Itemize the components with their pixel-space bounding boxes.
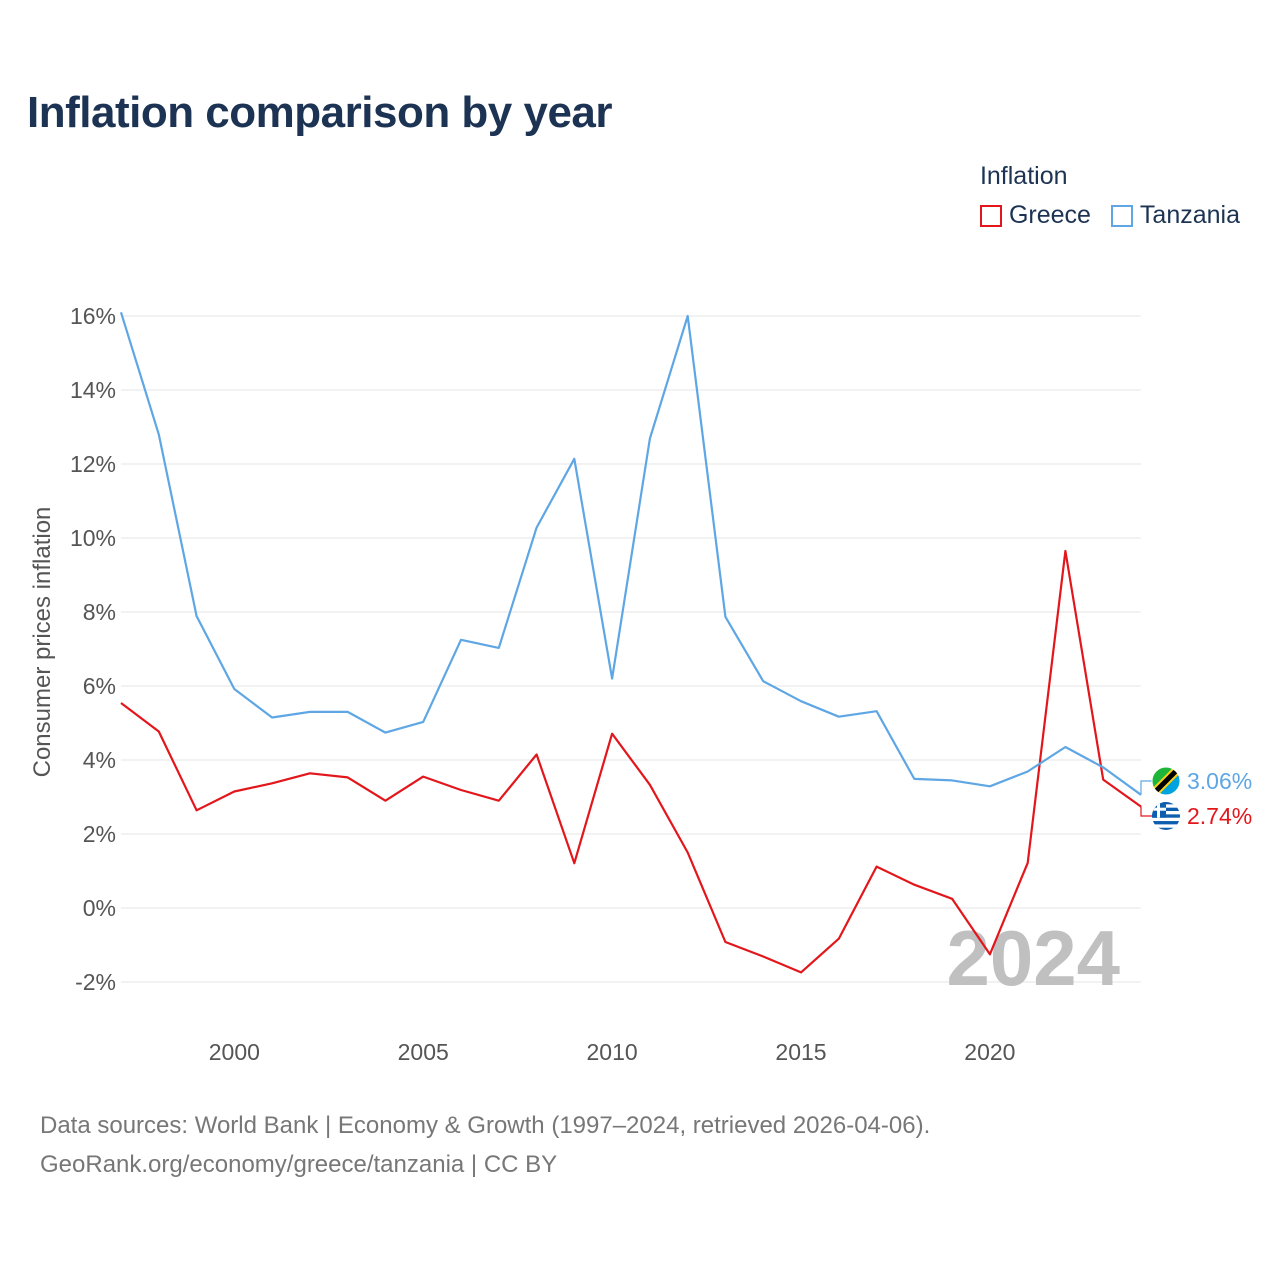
footer-sources: Data sources: World Bank | Economy & Gro… [40,1112,931,1139]
end-labels: 3.06% 2.74% [1140,766,1252,830]
end-label-greece: 2.74% [1187,803,1252,829]
y-tick-label: 2% [83,821,116,847]
y-tick-label: -2% [75,969,116,995]
chart-title: Inflation comparison by year [27,88,613,137]
y-tick-label: 0% [83,895,116,921]
y-tick-label: 4% [83,747,116,773]
year-annotation: 2024 [946,914,1120,1002]
x-tick-label: 2015 [775,1039,826,1065]
x-tick-label: 2000 [209,1039,260,1065]
grid-lines [121,315,1141,983]
series-lines [119,311,1142,974]
legend-item-tanzania[interactable]: Tanzania [1110,201,1240,230]
x-tick-label: 2010 [587,1039,638,1065]
footer-link: GeoRank.org/economy/greece/tanzania | CC… [40,1151,558,1178]
y-tick-label: 8% [83,599,116,625]
x-axis-ticks: 2000 2005 2010 2015 2020 [209,1039,1016,1065]
y-tick-label: 6% [83,673,116,699]
legend-label-tanzania: Tanzania [1139,201,1240,229]
y-tick-label: 12% [70,451,116,477]
series-line-tanzania [119,311,1142,796]
footer: Data sources: World Bank | Economy & Gro… [40,1106,930,1184]
x-tick-label: 2020 [964,1039,1015,1065]
end-connector-greece [1140,806,1152,817]
legend-label-greece: Greece [1008,201,1091,229]
legend-swatch-tanzania [1110,204,1133,227]
y-tick-label: 14% [70,377,116,403]
y-tick-label: 16% [70,303,116,329]
end-connector-tanzania [1140,780,1152,795]
flag-icon-greece [1152,802,1180,830]
legend-title: Inflation [979,162,1068,190]
y-axis-title: Consumer prices inflation [29,507,56,778]
legend-item-greece[interactable]: Greece [979,201,1091,230]
flag-icon-tanzania [1151,766,1181,796]
legend-swatch-greece [979,204,1002,227]
x-tick-label: 2005 [398,1039,449,1065]
legend: Inflation Greece Tanzania [979,162,1240,230]
y-axis-ticks: -2% 0% 2% 4% 6% 8% 10% 12% 14% 16% [70,303,116,995]
y-tick-label: 10% [70,525,116,551]
end-label-tanzania: 3.06% [1187,768,1252,794]
series-line-greece [120,549,1142,974]
